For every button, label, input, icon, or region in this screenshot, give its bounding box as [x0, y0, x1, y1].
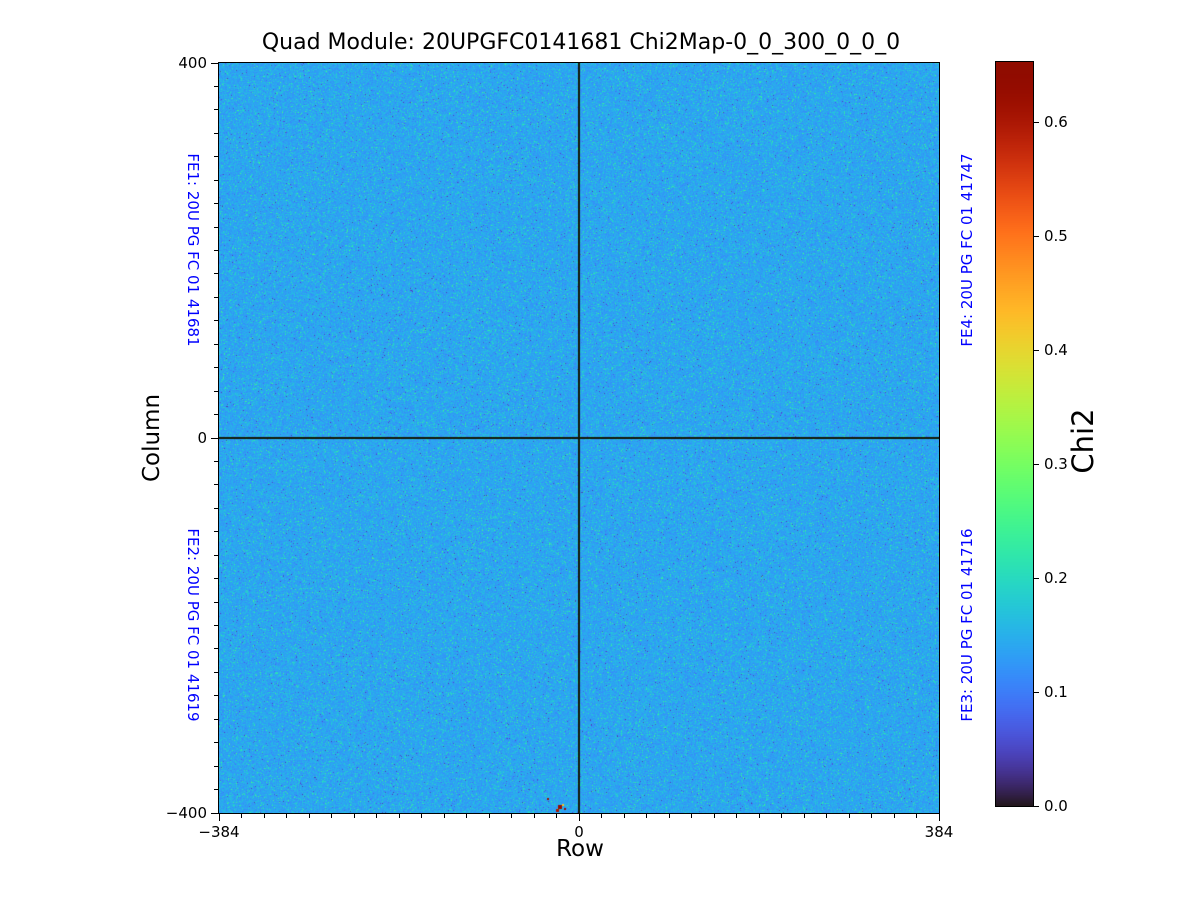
y-axis-label: Column [139, 393, 165, 483]
x-minor-tick [893, 814, 895, 818]
x-minor-tick [308, 814, 310, 818]
x-minor-tick [511, 814, 512, 818]
y-minor-tick [214, 742, 218, 744]
y-minor-tick [214, 296, 218, 298]
x-minor-tick [691, 814, 692, 818]
colorbar-tick [1034, 349, 1039, 351]
x-minor-tick [916, 814, 917, 818]
y-tick-label: 400 [178, 54, 207, 72]
y-minor-tick [214, 554, 218, 556]
y-minor-tick [214, 765, 218, 767]
x-minor-tick [488, 814, 490, 818]
fe1-chip-label: FE1: 20U PG FC 01 41681 [184, 153, 202, 347]
fe4-chip-label: FE4: 20U PG FC 01 41747 [958, 153, 976, 347]
colorbar-tick-label: 0.5 [1044, 227, 1068, 246]
colorbar-tick [1034, 235, 1039, 237]
y-minor-tick [214, 507, 218, 509]
colorbar-tick [1034, 577, 1039, 579]
colorbar-tick [1034, 691, 1039, 693]
x-minor-tick [398, 814, 400, 818]
x-minor-tick [623, 814, 625, 818]
x-major-tick [578, 814, 580, 821]
x-minor-tick [286, 814, 287, 818]
y-minor-tick [214, 625, 218, 626]
y-minor-tick [214, 648, 218, 650]
y-minor-tick [214, 460, 218, 462]
colorbar-tick [1034, 805, 1039, 807]
x-axis-label: Row [556, 836, 604, 862]
colorbar-tick-label: 0.4 [1044, 341, 1068, 360]
colorbar-tick-label: 0.3 [1044, 455, 1068, 474]
y-tick-label: 0 [197, 429, 207, 447]
x-minor-tick [736, 814, 737, 818]
y-major-tick [211, 62, 218, 64]
fe3-chip-label: FE3: 20U PG FC 01 41716 [958, 528, 976, 722]
x-major-tick [938, 814, 940, 821]
colorbar-tick [1034, 121, 1039, 123]
y-minor-tick [214, 414, 218, 416]
y-minor-tick [214, 578, 218, 580]
colorbar-tick-label: 0.6 [1044, 113, 1068, 132]
y-major-tick [211, 437, 218, 439]
y-minor-tick [214, 367, 218, 369]
y-minor-tick [214, 601, 218, 603]
colorbar-tick-label: 0.0 [1044, 797, 1068, 815]
y-minor-tick [214, 85, 218, 87]
y-minor-tick [214, 484, 218, 486]
x-minor-tick [376, 814, 377, 818]
x-minor-tick [241, 814, 242, 818]
x-minor-tick [848, 814, 850, 818]
x-minor-tick [803, 814, 805, 818]
x-minor-tick [443, 814, 445, 818]
y-minor-tick [214, 671, 218, 673]
x-minor-tick [353, 814, 355, 818]
chi2-heatmap-canvas [218, 62, 940, 814]
x-minor-tick [331, 814, 332, 818]
x-minor-tick [263, 814, 265, 818]
x-minor-tick [826, 814, 827, 818]
y-minor-tick [214, 789, 218, 791]
x-minor-tick [421, 814, 422, 818]
y-minor-tick [214, 132, 218, 134]
y-minor-tick [214, 109, 218, 111]
y-minor-tick [214, 250, 218, 251]
x-minor-tick [668, 814, 670, 818]
colorbar-tick-label: 0.1 [1044, 683, 1068, 702]
y-major-tick [211, 812, 218, 814]
x-minor-tick [713, 814, 715, 818]
x-minor-tick [533, 814, 535, 818]
x-minor-tick [758, 814, 760, 818]
x-minor-tick [466, 814, 467, 818]
y-minor-tick [214, 343, 218, 345]
x-minor-tick [871, 814, 872, 818]
y-minor-tick [214, 203, 218, 205]
y-minor-tick [214, 718, 218, 720]
x-minor-tick [781, 814, 782, 818]
x-tick-label: −384 [198, 823, 240, 841]
x-minor-tick [556, 814, 557, 818]
y-tick-label: −400 [165, 804, 207, 822]
y-minor-tick [214, 390, 218, 392]
x-minor-tick [646, 814, 647, 818]
colorbar-gradient [995, 61, 1034, 807]
x-minor-tick [601, 814, 602, 818]
x-tick-label: 384 [924, 823, 954, 841]
y-minor-tick [214, 695, 218, 697]
y-minor-tick [214, 320, 218, 322]
y-minor-tick [214, 156, 218, 158]
colorbar-label: Chi2 [1066, 408, 1100, 474]
fe2-chip-label: FE2: 20U PG FC 01 41619 [184, 528, 202, 722]
y-minor-tick [214, 273, 218, 275]
y-minor-tick [214, 226, 218, 228]
y-minor-tick [214, 179, 218, 181]
y-minor-tick [214, 531, 218, 533]
plot-title: Quad Module: 20UPGFC0141681 Chi2Map-0_0_… [261, 30, 901, 55]
x-major-tick [218, 814, 220, 821]
colorbar-tick-label: 0.2 [1044, 569, 1068, 588]
colorbar-tick [1034, 463, 1039, 465]
